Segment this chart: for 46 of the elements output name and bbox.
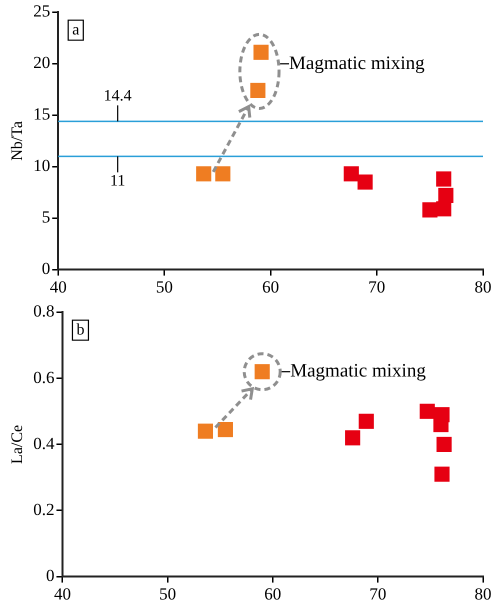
- y-tick-label: 0: [46, 566, 54, 586]
- x-tick-label: 80: [474, 277, 492, 296]
- point: [218, 422, 233, 438]
- ref-line-label: 14.4: [104, 88, 132, 105]
- y-tick-label: 10: [33, 156, 50, 176]
- y-tick-label: 20: [33, 53, 50, 72]
- point: [358, 174, 373, 190]
- point: [198, 424, 214, 439]
- y-tick-label: 5: [42, 208, 50, 227]
- point: [345, 430, 360, 446]
- x-tick-label: 80: [474, 584, 492, 604]
- point: [196, 166, 212, 182]
- ref-line-label: 11: [110, 172, 126, 190]
- x-tick-label: 60: [264, 584, 282, 604]
- y-tick-label: 0.2: [33, 500, 54, 519]
- point: [253, 44, 269, 60]
- point: [215, 166, 230, 182]
- point: [358, 414, 374, 429]
- x-tick-label: 50: [159, 584, 176, 604]
- y-tick-label: 0: [42, 259, 50, 278]
- point: [434, 466, 450, 482]
- y-tick-label: 0.6: [33, 368, 54, 387]
- y-tick-label: 0.8: [33, 302, 54, 321]
- point: [250, 82, 266, 98]
- annotation: Magmatic mixing: [290, 360, 426, 382]
- point: [438, 188, 454, 204]
- x-tick-label: 60: [262, 277, 280, 296]
- y-tick-label: 15: [33, 104, 50, 124]
- point: [433, 417, 449, 432]
- point: [344, 166, 359, 182]
- point: [436, 171, 452, 187]
- point: [436, 436, 452, 452]
- point: [420, 404, 435, 419]
- x-tick-label: 70: [368, 277, 386, 296]
- x-tick-label: 40: [54, 584, 71, 604]
- x-tick-label: 70: [369, 584, 386, 604]
- y-axis-title: Nb/Ta: [8, 121, 26, 161]
- x-tick-label: 50: [156, 277, 173, 296]
- y-axis-title: La/Ce: [8, 424, 26, 464]
- x-tick-label: 40: [50, 277, 67, 296]
- annotation: a: [72, 21, 80, 38]
- y-tick-label: 0.4: [33, 434, 55, 453]
- point: [436, 201, 452, 216]
- y-tick-label: 25: [33, 2, 50, 21]
- annotation: Magmatic mixing: [289, 52, 426, 74]
- annotation: b: [76, 321, 84, 338]
